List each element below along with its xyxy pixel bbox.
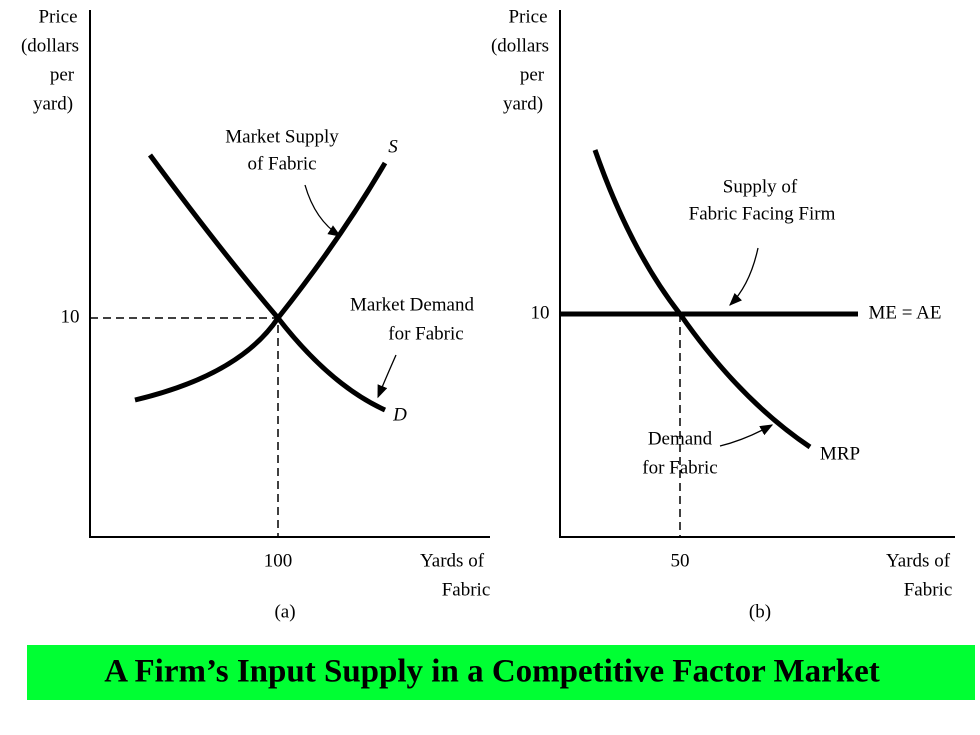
annotation: for Fabric: [388, 323, 463, 344]
arrow: [729, 247, 759, 306]
y-label: per: [520, 64, 545, 85]
caption: (a): [274, 601, 295, 622]
x-label: Yards of: [420, 550, 485, 571]
y-label: yard): [503, 93, 543, 114]
caption: (b): [749, 601, 771, 622]
y-label: (dollars: [21, 35, 79, 56]
y-tick-label: 10: [531, 302, 550, 323]
demand-curve: [147, 153, 387, 413]
x-label: Fabric: [442, 579, 491, 600]
y-label: per: [50, 64, 75, 85]
axes: [89, 10, 490, 538]
title: A Firm’s Input Supply in a Competitive F…: [104, 654, 879, 690]
title-banner: [27, 645, 975, 700]
y-label: (dollars: [491, 35, 549, 56]
arrow: [377, 354, 397, 399]
annotation: Market Demand: [350, 294, 474, 315]
curve-label: S: [388, 136, 398, 157]
supply-curve: [134, 161, 388, 403]
y-tick-label: 10: [61, 306, 80, 327]
panel-a: Price (dollars per yard) 10 100 Yards of…: [21, 6, 490, 622]
x-tick-label: 100: [264, 550, 293, 571]
axes: [559, 10, 955, 538]
x-label: Yards of: [886, 550, 951, 571]
y-label: Price: [38, 6, 77, 27]
annotation: Demand: [648, 428, 713, 449]
arrow: [719, 424, 774, 447]
y-label: yard): [33, 93, 73, 114]
curve-label: D: [392, 404, 407, 425]
annotation: Fabric Facing Firm: [689, 203, 836, 224]
annotation: Supply of: [723, 176, 798, 197]
curve-label: ME = AE: [869, 302, 942, 323]
annotation: Market Supply: [225, 126, 339, 147]
annotation: for Fabric: [642, 457, 717, 478]
annotation: of Fabric: [247, 153, 316, 174]
x-tick-label: 50: [671, 550, 690, 571]
curve-label: MRP: [820, 443, 860, 464]
x-label: Fabric: [904, 579, 953, 600]
arrow: [304, 184, 342, 237]
panel-b: Price (dollars per yard) 10 50 Yards of …: [491, 6, 955, 622]
mrp-curve: [592, 149, 812, 450]
y-label: Price: [508, 6, 547, 27]
